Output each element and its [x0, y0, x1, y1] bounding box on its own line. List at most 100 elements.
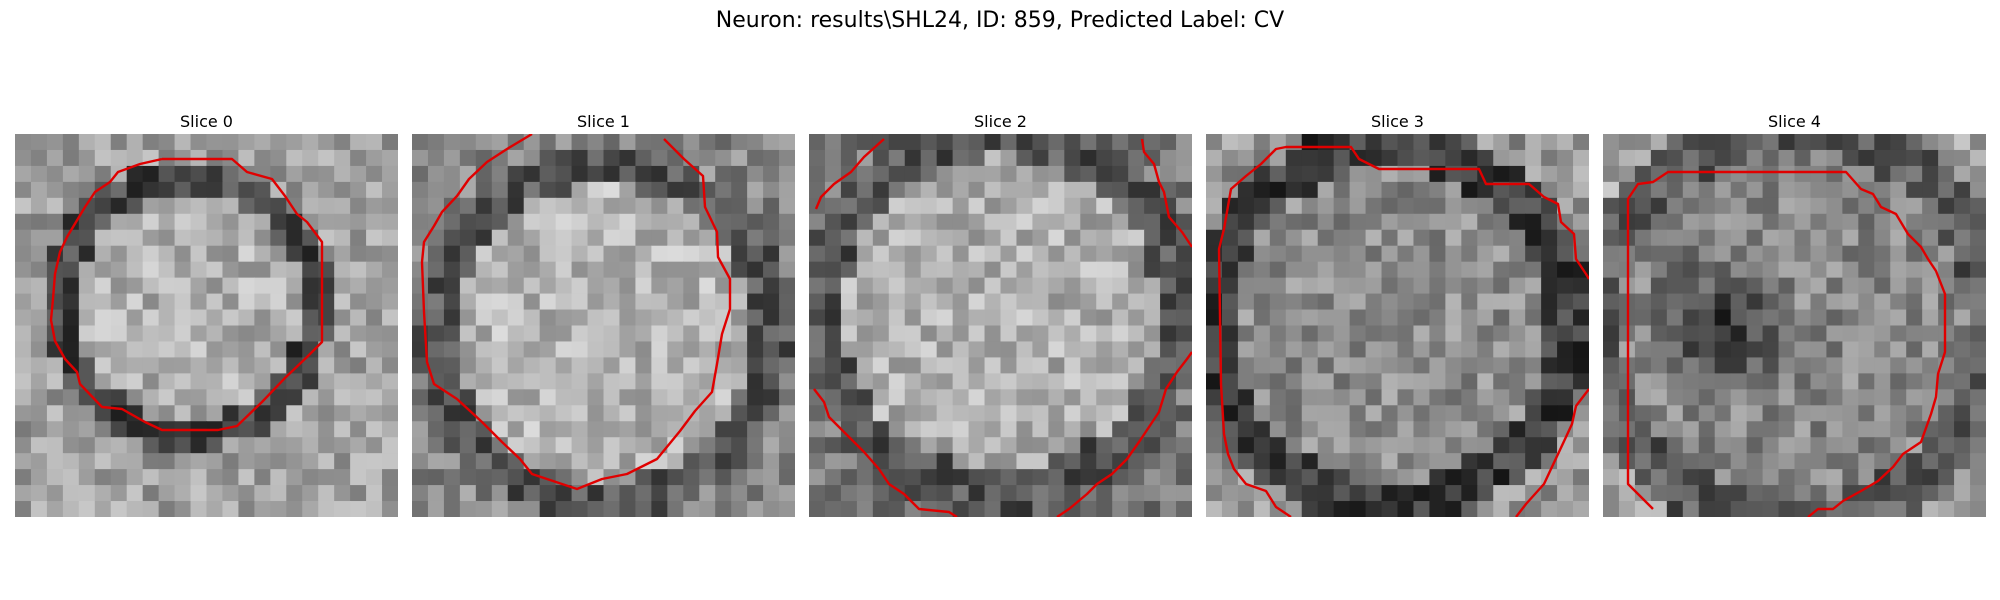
pixel: [1698, 421, 1716, 438]
pixel: [1016, 501, 1034, 517]
pixel: [1874, 389, 1891, 406]
pixel: [1874, 437, 1891, 454]
pixel: [1048, 469, 1065, 486]
pixel: [1778, 277, 1796, 295]
pixel: [888, 325, 906, 343]
pixel: [1794, 453, 1812, 470]
pixel: [824, 197, 842, 215]
pixel: [94, 261, 112, 279]
pixel: [747, 421, 764, 438]
pixel: [523, 469, 541, 486]
pixel: [286, 134, 303, 151]
pixel: [1826, 357, 1843, 374]
pixel: [1954, 485, 1971, 502]
pixel: [1000, 277, 1018, 295]
pixel: [1573, 453, 1589, 470]
pixel: [1509, 149, 1526, 167]
pixel: [1810, 325, 1828, 343]
pixel: [174, 229, 192, 247]
pixel: [1080, 293, 1097, 311]
pixel: [763, 469, 780, 486]
pixel: [1160, 309, 1177, 327]
pixel: [1730, 181, 1748, 199]
pixel: [1682, 261, 1700, 279]
pixel: [350, 437, 367, 454]
pixel: [1048, 277, 1065, 295]
pixel: [1509, 197, 1526, 215]
pixel: [222, 389, 240, 406]
pixel: [174, 261, 192, 279]
pixel: [1525, 149, 1542, 167]
pixel: [651, 229, 668, 247]
pixel: [1176, 277, 1192, 295]
pixel: [1603, 501, 1620, 517]
pixel: [840, 341, 858, 359]
pixel: [1794, 165, 1812, 183]
pixel: [1938, 181, 1955, 199]
pixel: [1253, 325, 1271, 343]
pixel: [1890, 149, 1907, 167]
pixel: [1080, 245, 1097, 263]
pixel: [683, 181, 700, 199]
pixel: [62, 373, 80, 390]
pixel: [809, 405, 826, 422]
pixel: [1954, 245, 1971, 263]
pixel: [571, 165, 589, 183]
pixel: [382, 341, 398, 359]
pixel: [1112, 165, 1129, 183]
pixel: [1794, 245, 1812, 263]
pixel: [366, 277, 383, 295]
pixel: [779, 309, 795, 327]
pixel: [1603, 421, 1620, 438]
pixel: [1682, 181, 1700, 199]
pixel: [15, 245, 32, 263]
pixel: [1778, 309, 1796, 327]
pixel: [1650, 134, 1668, 151]
pixel: [1746, 453, 1764, 470]
pixel: [1206, 501, 1223, 517]
pixel: [1938, 229, 1955, 247]
pixel: [1429, 181, 1446, 199]
pixel: [936, 437, 954, 454]
pixel: [555, 469, 573, 486]
pixel: [856, 197, 874, 215]
pixel: [158, 437, 176, 454]
pixel: [206, 325, 224, 343]
pixel: [238, 181, 255, 199]
pixel: [523, 325, 541, 343]
pixel: [824, 437, 842, 454]
pixel: [1922, 197, 1939, 215]
pixel: [1317, 245, 1335, 263]
pixel: [302, 309, 319, 327]
pixel: [222, 469, 240, 486]
pixel: [1160, 469, 1177, 486]
pixel: [158, 245, 176, 263]
pixel: [78, 437, 96, 454]
pixel: [1810, 357, 1828, 374]
pixel: [635, 213, 652, 231]
pixel: [1317, 325, 1335, 343]
pixel: [270, 261, 287, 279]
pixel: [1509, 485, 1526, 502]
pixel: [1176, 453, 1192, 470]
pixel: [286, 277, 303, 295]
pixel: [1048, 229, 1065, 247]
pixel: [318, 165, 335, 183]
pixel: [1682, 341, 1700, 359]
pixel: [1603, 134, 1620, 151]
pixel: [1429, 309, 1446, 327]
pixel: [1285, 501, 1303, 517]
pixel: [1938, 485, 1955, 502]
pixel: [46, 309, 64, 327]
pixel: [412, 421, 429, 438]
pixel: [1461, 277, 1478, 295]
pixel: [1176, 485, 1192, 502]
pixel: [1826, 325, 1843, 343]
pixel: [1206, 134, 1223, 151]
pixel: [459, 261, 477, 279]
pixel: [1032, 181, 1049, 199]
pixel: [1080, 213, 1097, 231]
pixel: [46, 213, 64, 231]
pixel: [1794, 293, 1812, 311]
pixel: [731, 421, 748, 438]
